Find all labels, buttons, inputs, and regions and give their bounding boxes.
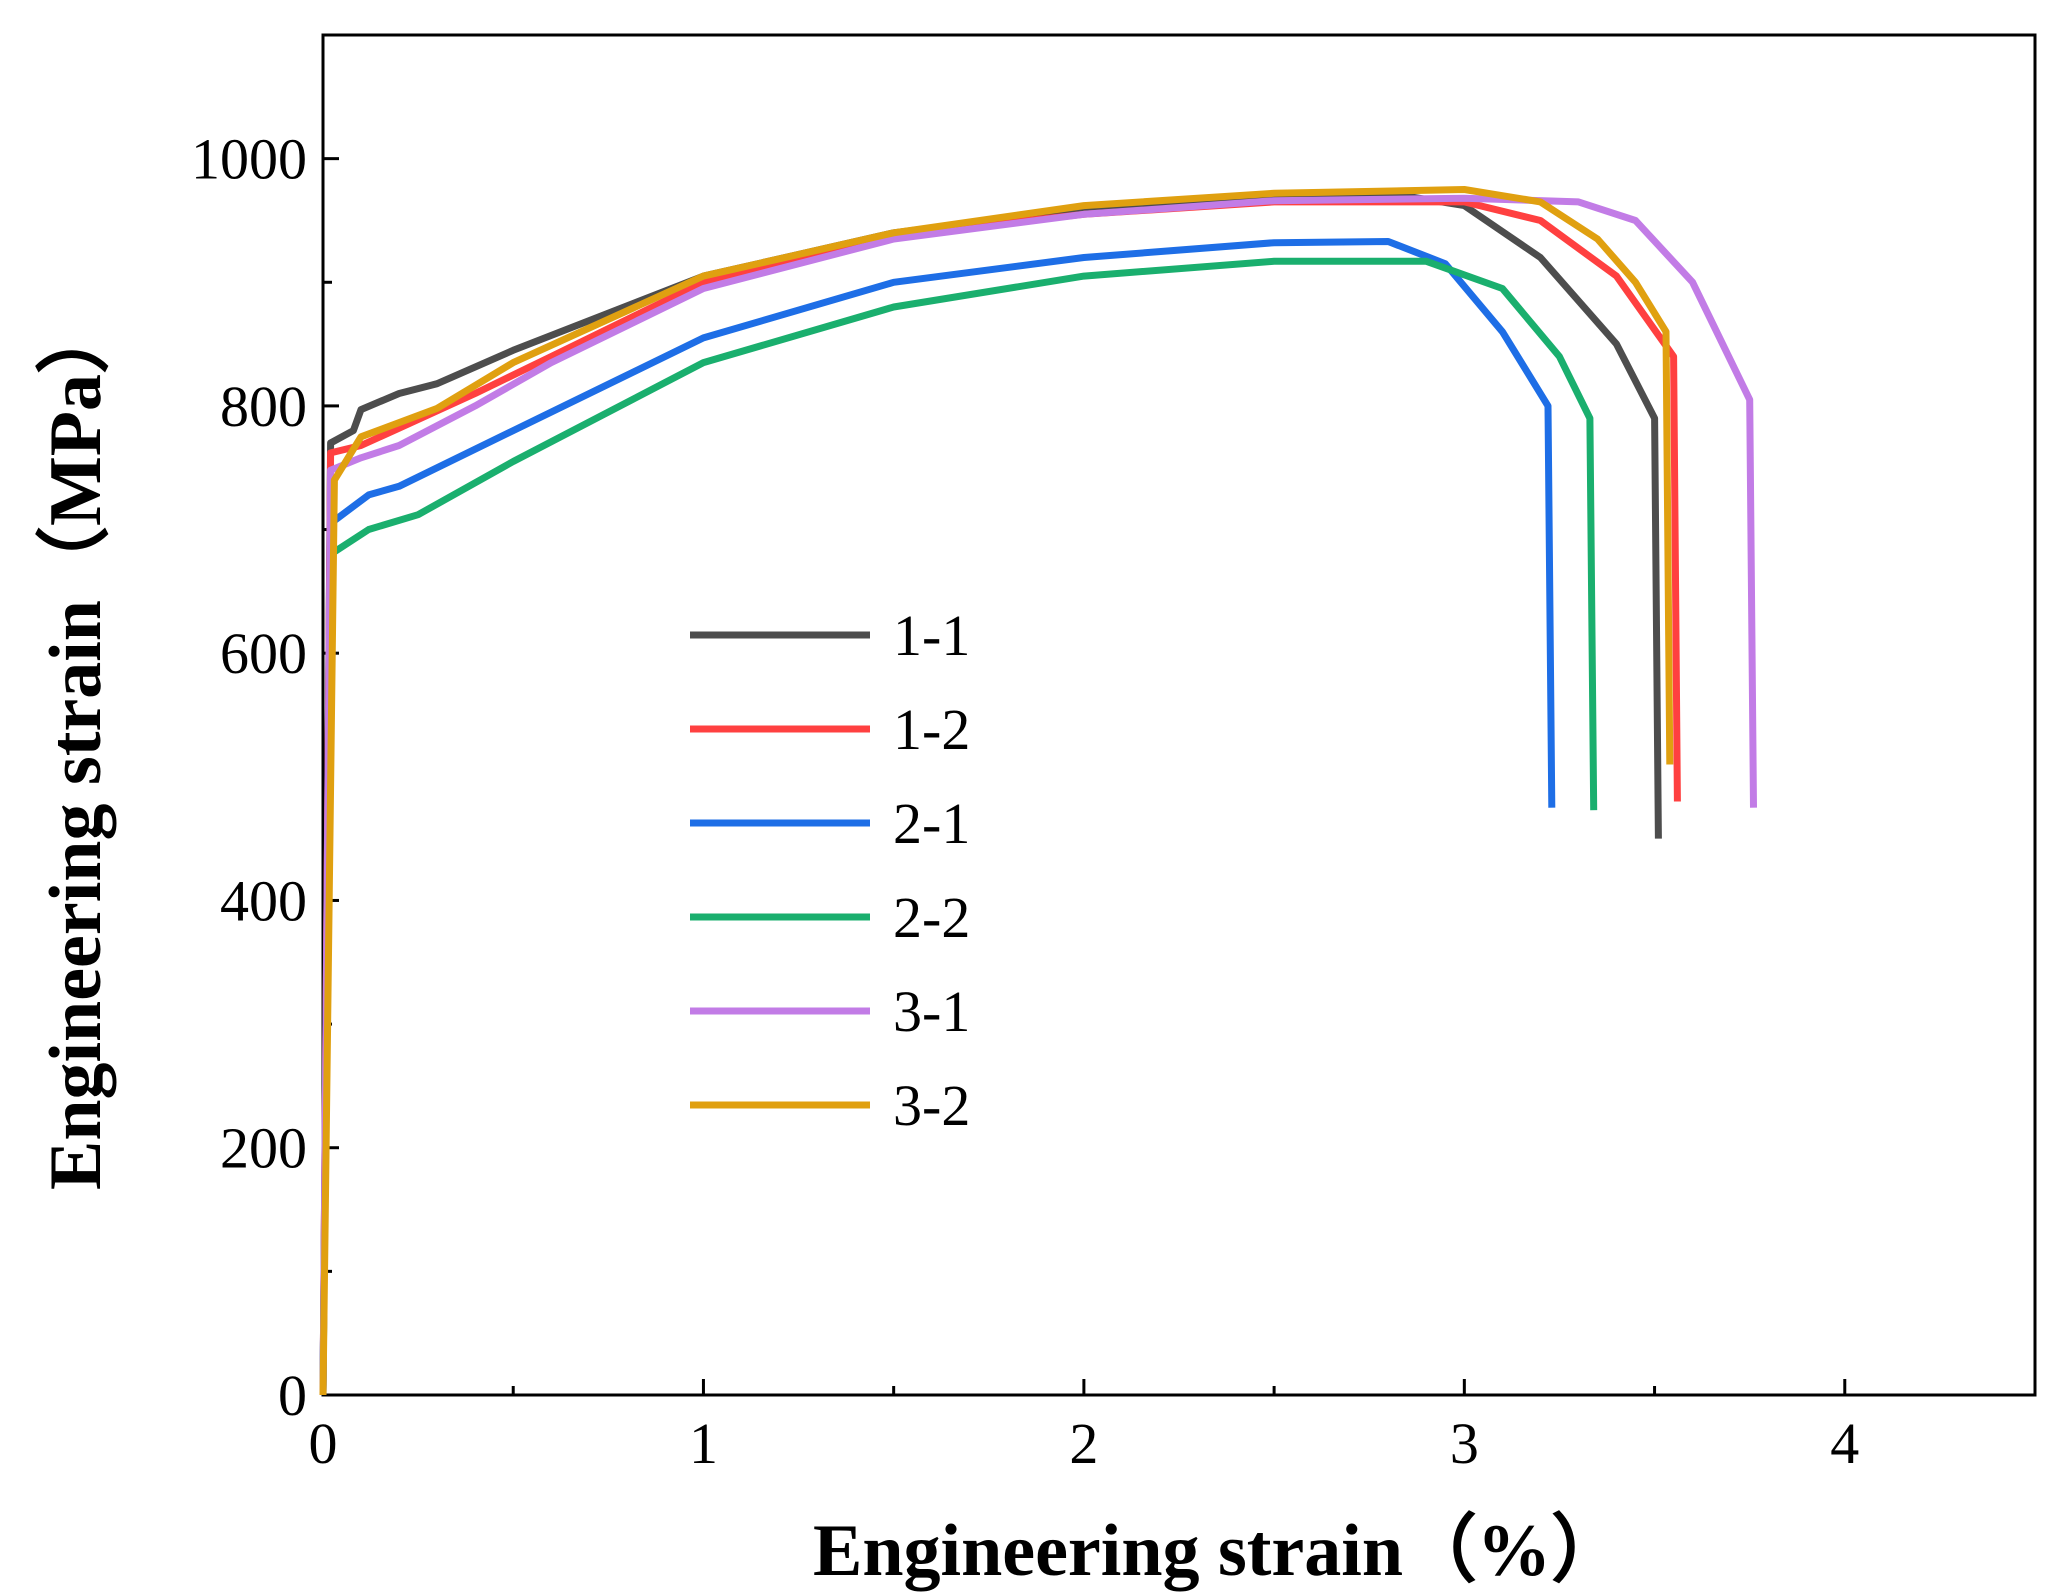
legend-label-3-1: 3-1 [893, 979, 970, 1044]
x-tick-label: 0 [309, 1411, 338, 1476]
x-axis-title: Engineering strain（%） [813, 1510, 1625, 1592]
x-tick-label: 3 [1450, 1411, 1479, 1476]
series-line-3-2 [319, 186, 1674, 1396]
series-line-2-1 [319, 238, 1556, 1396]
y-tick-label: 600 [220, 621, 307, 686]
y-axis-title: Engineering strain（MPa） [35, 300, 117, 1190]
legend-label-2-1: 2-1 [893, 791, 970, 856]
legend-label-1-1: 1-1 [893, 603, 970, 668]
x-tick-label: 2 [1069, 1411, 1098, 1476]
plot-area-border [321, 33, 2037, 1397]
y-axis-ticks: 0 200 400 600 800 1000 [191, 127, 339, 1428]
y-tick-label: 400 [220, 868, 307, 933]
y-tick-label: 0 [278, 1363, 307, 1428]
legend: 1-1 1-2 2-1 2-2 3-1 3-2 [690, 603, 970, 1138]
x-tick-label: 4 [1830, 1411, 1859, 1476]
series-line-3-1 [319, 194, 1757, 1396]
y-tick-label: 1000 [191, 127, 307, 192]
y-tick-label: 800 [220, 374, 307, 439]
legend-label-1-2: 1-2 [893, 697, 970, 762]
y-tick-label: 200 [220, 1116, 307, 1181]
plot-frame [321, 33, 2037, 1397]
legend-label-3-2: 3-2 [893, 1073, 970, 1138]
legend-label-2-2: 2-2 [893, 885, 970, 950]
series-lines [319, 186, 1757, 1396]
x-tick-label: 1 [689, 1411, 718, 1476]
x-axis-ticks: 0 1 2 3 4 [309, 1379, 1859, 1476]
series-line-2-2 [319, 257, 1598, 1396]
